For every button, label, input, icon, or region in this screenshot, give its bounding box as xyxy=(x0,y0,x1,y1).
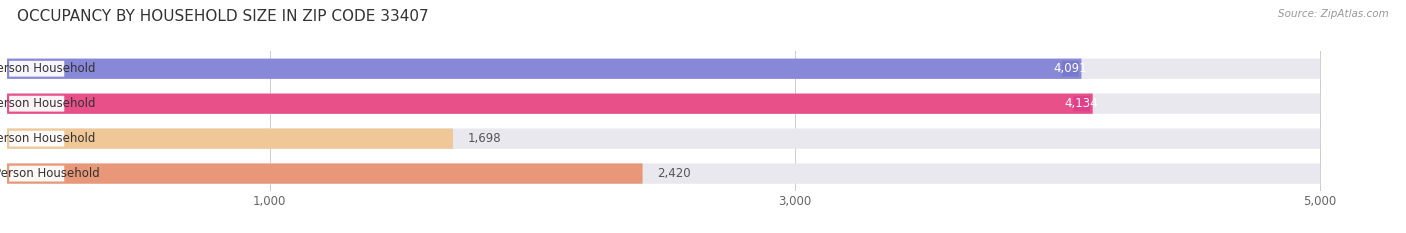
Text: 4+ Person Household: 4+ Person Household xyxy=(0,167,100,180)
FancyBboxPatch shape xyxy=(7,59,1081,79)
FancyBboxPatch shape xyxy=(8,96,65,112)
FancyBboxPatch shape xyxy=(7,164,1320,184)
FancyBboxPatch shape xyxy=(7,93,1320,114)
Text: Source: ZipAtlas.com: Source: ZipAtlas.com xyxy=(1278,9,1389,19)
FancyBboxPatch shape xyxy=(7,93,1092,114)
Text: 4,091: 4,091 xyxy=(1053,62,1087,75)
FancyBboxPatch shape xyxy=(8,61,65,77)
FancyBboxPatch shape xyxy=(7,59,1320,79)
FancyBboxPatch shape xyxy=(7,164,643,184)
Text: 2-Person Household: 2-Person Household xyxy=(0,97,96,110)
FancyBboxPatch shape xyxy=(1062,61,1078,76)
Text: 3-Person Household: 3-Person Household xyxy=(0,132,96,145)
Text: OCCUPANCY BY HOUSEHOLD SIZE IN ZIP CODE 33407: OCCUPANCY BY HOUSEHOLD SIZE IN ZIP CODE … xyxy=(17,9,429,24)
Text: 1,698: 1,698 xyxy=(467,132,501,145)
FancyBboxPatch shape xyxy=(1073,96,1090,111)
Text: 1-Person Household: 1-Person Household xyxy=(0,62,96,75)
Text: 2,420: 2,420 xyxy=(657,167,690,180)
FancyBboxPatch shape xyxy=(8,131,65,147)
FancyBboxPatch shape xyxy=(7,129,1320,149)
FancyBboxPatch shape xyxy=(8,166,65,182)
FancyBboxPatch shape xyxy=(7,129,453,149)
Text: 4,134: 4,134 xyxy=(1064,97,1098,110)
